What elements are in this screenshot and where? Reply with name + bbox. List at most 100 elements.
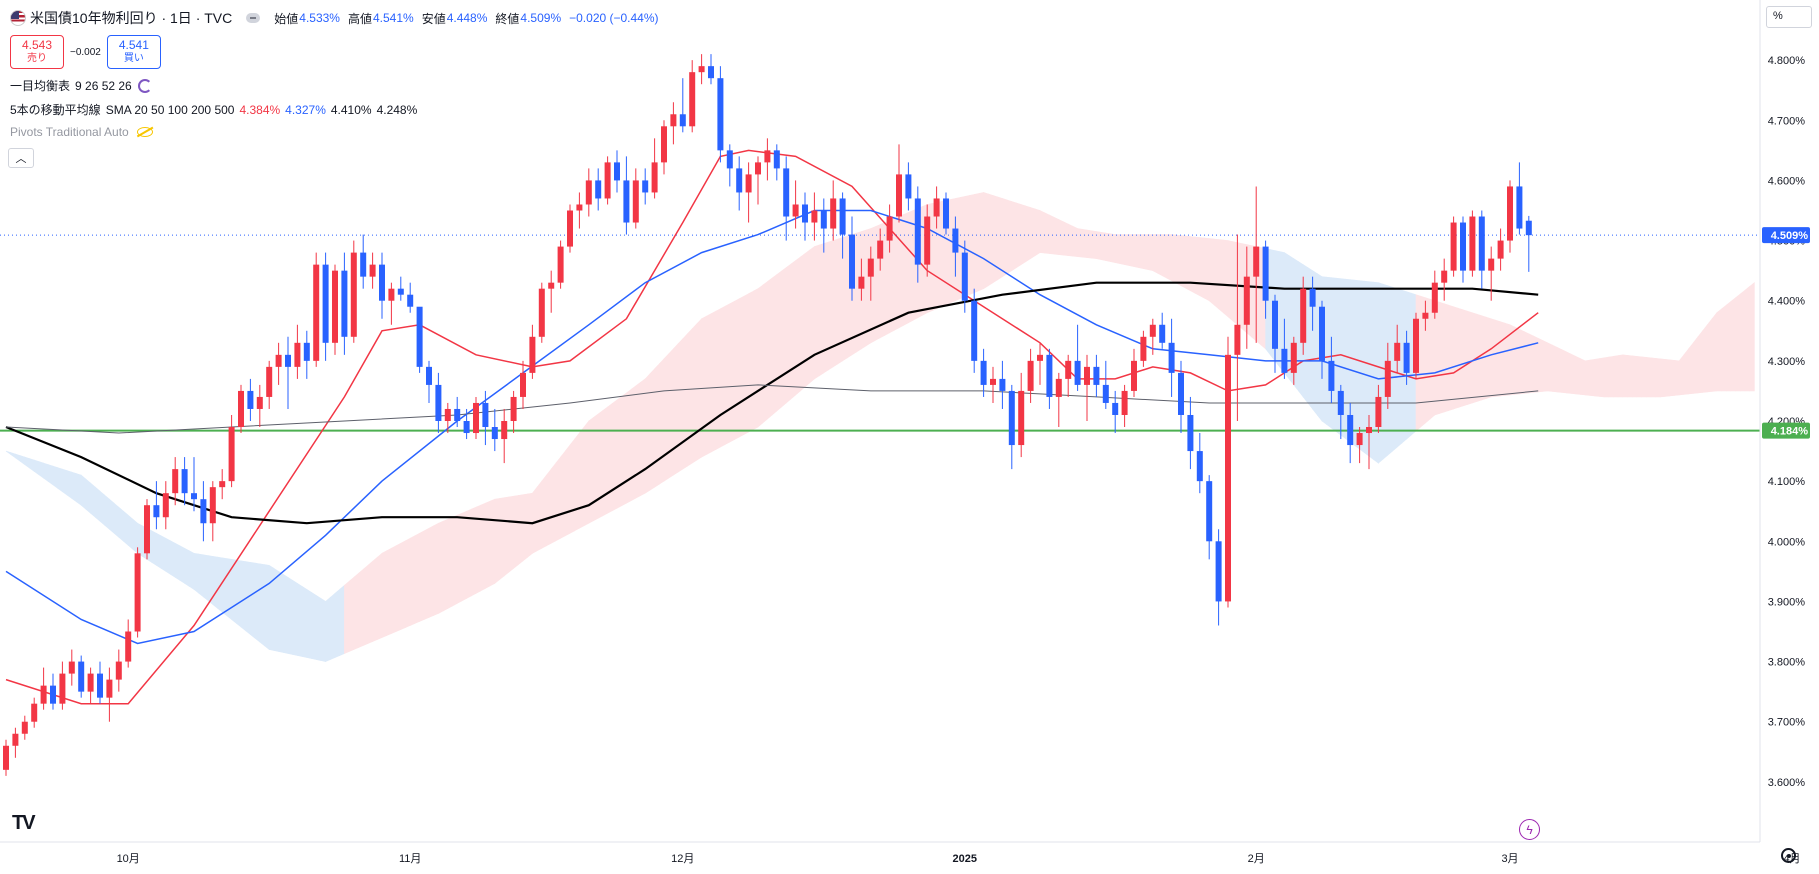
candle xyxy=(1394,324,1401,373)
candle xyxy=(256,384,263,428)
last-price-tag-box xyxy=(1762,227,1810,244)
price-tick-label: 4.300% xyxy=(1768,356,1806,368)
candle xyxy=(830,180,837,241)
candle xyxy=(228,414,235,488)
cloud-segment xyxy=(658,358,665,485)
cloud-segment xyxy=(1359,280,1365,454)
candle xyxy=(1281,318,1288,379)
cloud-segment xyxy=(1655,358,1661,398)
candle-body xyxy=(454,408,461,421)
candle xyxy=(162,481,169,530)
cloud-segment xyxy=(1199,237,1205,299)
sma-legend[interactable]: 5本の移動平均線 SMA 20 50 100 200 500 4.384% 4.… xyxy=(10,101,422,118)
candle-body xyxy=(1413,318,1419,373)
ichimoku-legend[interactable]: 一目均衡表 9 26 52 26 xyxy=(10,77,152,94)
cloud-segment xyxy=(804,249,811,388)
candle xyxy=(435,372,442,434)
cloud-segment xyxy=(391,545,397,634)
cloud-segment xyxy=(1547,342,1553,392)
cloud-segment xyxy=(734,298,740,441)
candle-body xyxy=(482,402,489,428)
candle-body xyxy=(1441,270,1448,283)
candle xyxy=(980,348,987,397)
candle-body xyxy=(971,300,978,361)
candle-body xyxy=(1046,354,1053,397)
candle xyxy=(708,54,714,85)
cloud-segment xyxy=(1594,358,1600,397)
sma-line-sma500 xyxy=(5,384,1539,434)
sell-button[interactable]: 4.543 売り xyxy=(10,35,64,69)
candle xyxy=(1253,186,1260,343)
cloud-segment xyxy=(1223,239,1229,318)
last-price-tag: 4.509% xyxy=(1762,227,1810,244)
pivot-price-tag-box xyxy=(1762,422,1810,439)
candle-body xyxy=(1225,354,1231,602)
cloud-segment xyxy=(663,353,670,482)
symbol-title[interactable]: 米国債10年物利回り · 1日 · TVC xyxy=(30,10,233,26)
last-price-tag-label: 4.509% xyxy=(1771,230,1809,242)
candle-body xyxy=(463,421,470,434)
cloud-segment xyxy=(541,474,547,549)
candle xyxy=(510,390,517,434)
cloud-segment xyxy=(250,561,256,639)
candles[interactable] xyxy=(3,54,1532,776)
cloud-segment xyxy=(419,530,425,622)
cloud-segment xyxy=(456,512,463,604)
collapse-legend-button[interactable]: ︿ xyxy=(8,148,34,168)
time-axis[interactable]: 10月11月12月20252月3月4月5月6月7月 xyxy=(0,841,1819,874)
candle-body xyxy=(999,378,1006,391)
candle xyxy=(266,360,273,409)
candle xyxy=(1159,312,1166,349)
cloud-segment xyxy=(560,450,566,539)
cloud-segment xyxy=(1119,234,1125,265)
candle-body xyxy=(933,198,940,217)
sma50-value: 4.327% xyxy=(285,102,326,117)
cloud-segment xyxy=(1693,335,1699,394)
candle xyxy=(1196,433,1203,494)
cloud-segment xyxy=(818,243,825,377)
candle-body xyxy=(1027,360,1034,391)
spread-value: −0.002 xyxy=(70,46,101,58)
cloud-segment xyxy=(1570,353,1577,395)
cloud-segment xyxy=(95,486,101,522)
buy-button[interactable]: 4.541 買い xyxy=(106,35,161,69)
market-status-icon[interactable] xyxy=(246,13,261,23)
candle xyxy=(1046,348,1053,409)
candle-body xyxy=(473,402,479,434)
candle-body xyxy=(1328,360,1335,391)
candle-body xyxy=(990,378,996,385)
loading-icon xyxy=(137,78,152,93)
sma-params: SMA 20 50 100 200 500 xyxy=(105,102,235,117)
pivots-legend[interactable]: Pivots Traditional Auto xyxy=(10,125,153,139)
candle xyxy=(1102,360,1109,409)
candle xyxy=(1018,372,1025,458)
candle-body xyxy=(228,427,235,482)
candle xyxy=(78,655,85,698)
hidden-eye-icon[interactable] xyxy=(136,127,153,137)
candle xyxy=(839,192,846,259)
candle-body xyxy=(802,204,808,223)
cloud-segment xyxy=(898,214,905,329)
candle-body xyxy=(1507,186,1513,241)
cloud-segment xyxy=(367,560,373,644)
time-tick-label: 4月 xyxy=(1783,853,1800,865)
candle xyxy=(1478,210,1485,289)
cloud-segment xyxy=(1631,355,1638,398)
cloud-segment xyxy=(348,576,355,653)
candle-body xyxy=(661,126,667,163)
cloud-segment xyxy=(47,464,54,486)
candle-body xyxy=(886,216,893,241)
cloud-segment xyxy=(447,516,453,609)
candle xyxy=(1384,342,1391,409)
cloud-segment xyxy=(1556,346,1562,393)
cloud-segment xyxy=(673,343,679,476)
candle xyxy=(1290,336,1297,385)
candle-body xyxy=(153,505,160,518)
candle-body xyxy=(1112,402,1119,415)
cloud-segment xyxy=(1688,341,1694,395)
price-axis[interactable]: 3.600%3.700%3.800%3.900%4.000%4.100%4.20… xyxy=(1759,0,1819,874)
cloud-segment xyxy=(1100,231,1107,261)
candle-body xyxy=(501,421,508,440)
